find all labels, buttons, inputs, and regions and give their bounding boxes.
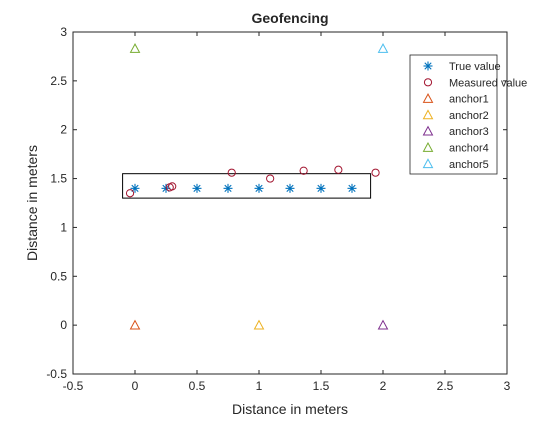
geofence-rectangle-group <box>122 173 372 199</box>
x-tick-label: 0.5 <box>189 379 206 393</box>
anchor3-point <box>377 319 389 330</box>
true-value-point <box>285 183 295 193</box>
legend-label-anchor3: anchor3 <box>449 126 489 138</box>
legend-marker-anchor3 <box>422 125 434 136</box>
y-tick-label: 3 <box>60 25 67 39</box>
measured-value-point <box>299 166 308 175</box>
data-marks <box>125 43 389 330</box>
legend-label-anchor1: anchor1 <box>449 94 489 106</box>
legend-item-measured-value: Measured value <box>423 77 527 89</box>
legend: True value Measured value anchor1 anchor2 an… <box>409 54 527 175</box>
y-tick-label: 1.5 <box>50 172 67 186</box>
anchor5-point <box>377 43 389 53</box>
x-tick-label: 1 <box>256 379 263 393</box>
y-tick-label: 0.5 <box>50 269 67 283</box>
legend-item-anchor4: anchor4 <box>422 141 489 155</box>
y-tick-label: 0 <box>60 318 67 332</box>
series-measured-value <box>125 165 380 198</box>
legend-marker-anchor1 <box>422 93 434 103</box>
true-value-point <box>254 183 264 193</box>
x-tick-label: -0.5 <box>63 379 84 393</box>
chart-title: Geofencing <box>251 10 328 26</box>
true-value-point <box>192 183 202 193</box>
x-tick-label: 1.5 <box>313 379 330 393</box>
legend-label-anchor2: anchor2 <box>449 110 489 122</box>
series-anchor2 <box>253 319 265 330</box>
y-tick-label: -0.5 <box>46 367 67 381</box>
measured-value-point <box>125 189 135 198</box>
x-axis-ticks: -0.5 0 0.5 1 1.5 2 2.5 3 <box>63 32 511 393</box>
legend-marker-anchor5 <box>422 158 434 169</box>
y-tick-label: 2 <box>60 123 67 137</box>
series-anchor4 <box>129 43 141 53</box>
true-value-point <box>316 183 326 193</box>
x-tick-label: 2 <box>380 379 387 393</box>
series-anchor5 <box>377 43 389 53</box>
y-axis-label: Distance in meters <box>24 145 40 261</box>
legend-item-anchor2: anchor2 <box>422 109 489 122</box>
measured-value-point <box>266 174 275 183</box>
true-value-point <box>223 183 233 193</box>
legend-label-measured-value: Measured value <box>449 77 527 89</box>
measured-value-point <box>371 168 380 177</box>
series-anchor3 <box>377 319 389 330</box>
legend-label-anchor5: anchor5 <box>449 159 489 171</box>
legend-marker-true-value <box>423 61 433 71</box>
anchor2-point <box>253 319 265 330</box>
legend-item-anchor1: anchor1 <box>422 93 489 106</box>
anchor4-point <box>129 43 141 53</box>
legend-marker-anchor2 <box>422 109 434 120</box>
legend-label-true-value: True value <box>449 61 501 73</box>
measured-value-point <box>334 165 343 174</box>
geofence-rectangle <box>122 173 372 199</box>
legend-item-anchor3: anchor3 <box>422 125 489 138</box>
y-tick-label: 1 <box>60 220 67 234</box>
legend-item-true-value: True value <box>423 61 501 73</box>
legend-label-anchor4: anchor4 <box>449 143 489 155</box>
x-tick-label: 3 <box>504 379 511 393</box>
legend-items: True value Measured value anchor1 anchor2 an… <box>422 61 527 171</box>
true-value-point <box>130 183 140 193</box>
y-tick-label: 2.5 <box>50 74 67 88</box>
measured-value-point <box>227 168 236 177</box>
legend-box <box>409 54 498 175</box>
series-anchor1 <box>129 319 141 330</box>
x-axis-label: Distance in meters <box>232 401 348 417</box>
x-tick-label: 2.5 <box>437 379 454 393</box>
y-axis-ticks: -0.5 0 0.5 1 1.5 2 2.5 3 <box>46 25 507 381</box>
legend-marker-measured-value <box>423 78 433 87</box>
legend-item-anchor5: anchor5 <box>422 158 489 171</box>
legend-marker-anchor4 <box>422 141 434 152</box>
x-tick-label: 0 <box>132 379 139 393</box>
measured-value-point <box>168 182 177 191</box>
axes-box <box>72 31 508 375</box>
true-value-point <box>347 183 357 193</box>
anchor1-point <box>129 319 141 330</box>
